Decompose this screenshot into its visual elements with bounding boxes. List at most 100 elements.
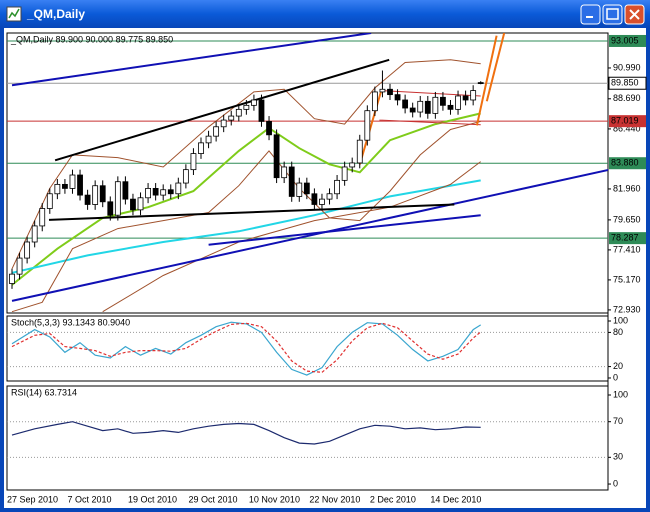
y-tick-label: 20 [613, 361, 623, 371]
overlay-line [48, 203, 455, 221]
candle-body [447, 104, 454, 110]
level-label-box [608, 76, 647, 90]
candle-body [122, 181, 129, 200]
y-tick-label: 79.650 [613, 214, 641, 224]
candle-body [296, 182, 303, 197]
x-tick-label: 27 Sep 2010 [7, 494, 58, 504]
candle-body [16, 257, 23, 275]
candle-body [311, 193, 318, 205]
candle-body [432, 96, 439, 114]
panel-content [7, 321, 608, 376]
candle-body [341, 166, 348, 181]
candle-body [349, 162, 356, 168]
level-label-box [609, 115, 646, 128]
candle-body [137, 197, 144, 211]
candle-body [258, 99, 265, 122]
candle-body [326, 193, 333, 200]
candle-body [266, 121, 272, 136]
candle-body [31, 225, 38, 243]
candle-body [379, 88, 386, 93]
minimize-button[interactable] [580, 4, 601, 25]
overlay-line [11, 120, 481, 313]
overlay-line [379, 119, 481, 126]
candle-body [356, 139, 363, 164]
y-tick-label: 81.960 [613, 183, 641, 193]
level-label: 83.880 [611, 158, 639, 168]
level-label-box [609, 34, 646, 47]
candle-body [54, 183, 61, 195]
overlay-line [382, 90, 481, 97]
panel-header: _QM,Daily 89.900 90.000 89.775 89.850 [10, 34, 173, 44]
y-tick-label: 77.410 [613, 244, 641, 254]
overlay-line [54, 58, 390, 162]
overlay-line [11, 168, 608, 302]
candle-body [152, 188, 159, 196]
candle-body [470, 90, 477, 101]
candle-body [39, 208, 46, 227]
panel-content [7, 421, 608, 458]
x-tick-label: 19 Oct 2010 [128, 494, 177, 504]
candle-body [213, 126, 220, 137]
x-tick-label: 14 Dec 2010 [430, 494, 481, 504]
candle-body [303, 182, 310, 195]
candle-body [62, 183, 68, 189]
indicator-line [11, 322, 482, 373]
candle-body [84, 194, 91, 205]
candle-body [371, 91, 378, 112]
candle-body [288, 166, 295, 197]
overlay-line [485, 33, 506, 102]
indicator-line [11, 421, 481, 445]
level-label-box [609, 232, 646, 245]
candle-body [228, 115, 235, 121]
y-tick-label: 100 [613, 315, 628, 325]
candle-body [364, 110, 371, 141]
level-label-box [609, 157, 646, 170]
level-label: 87.019 [611, 116, 639, 126]
candle-body [167, 189, 174, 195]
y-tick-label: 90.990 [613, 62, 641, 72]
close-button[interactable] [624, 4, 645, 25]
overlay-line [208, 214, 481, 246]
window-title: _QM,Daily [26, 7, 85, 21]
level-label: 93.005 [611, 35, 639, 45]
panel-header: Stoch(5,3,3) 93.1343 80.9040 [11, 317, 130, 327]
overlay-line [11, 59, 481, 270]
candle-body [243, 104, 250, 110]
candle-body [175, 182, 182, 195]
candle-body [92, 185, 99, 205]
candle-body [462, 95, 469, 101]
candle-body [107, 201, 114, 216]
candle-body [114, 181, 121, 216]
y-tick-label: 75.170 [613, 274, 641, 284]
candle-body [69, 174, 76, 189]
candle-body [46, 193, 53, 209]
panel-header: RSI(14) 63.7314 [11, 387, 77, 397]
candle-body [77, 174, 83, 196]
level-label: 78.287 [611, 233, 639, 243]
candle-body [424, 100, 431, 114]
title-bar [0, 0, 650, 28]
candle-body [99, 185, 106, 203]
y-tick-label: 0 [613, 372, 618, 382]
maximize-button[interactable] [602, 4, 623, 25]
candle-body [334, 179, 340, 195]
candle-body [319, 198, 325, 205]
candle-body [387, 88, 393, 96]
candle-body [402, 99, 409, 109]
overlay-line [11, 179, 481, 274]
y-tick-label: 72.930 [613, 304, 641, 314]
candle-body [145, 188, 151, 199]
candle-body [281, 166, 288, 179]
candle-body [182, 169, 189, 184]
y-tick-label: 0 [613, 478, 618, 488]
chart-window [4, 28, 646, 508]
y-tick-label: 100 [613, 389, 628, 399]
y-tick-label: 88.690 [613, 93, 641, 103]
candle-body [417, 100, 424, 113]
overlay-line [475, 35, 498, 126]
x-tick-label: 2 Dec 2010 [370, 494, 416, 504]
candle-body [235, 108, 242, 117]
panel-content [7, 33, 608, 313]
